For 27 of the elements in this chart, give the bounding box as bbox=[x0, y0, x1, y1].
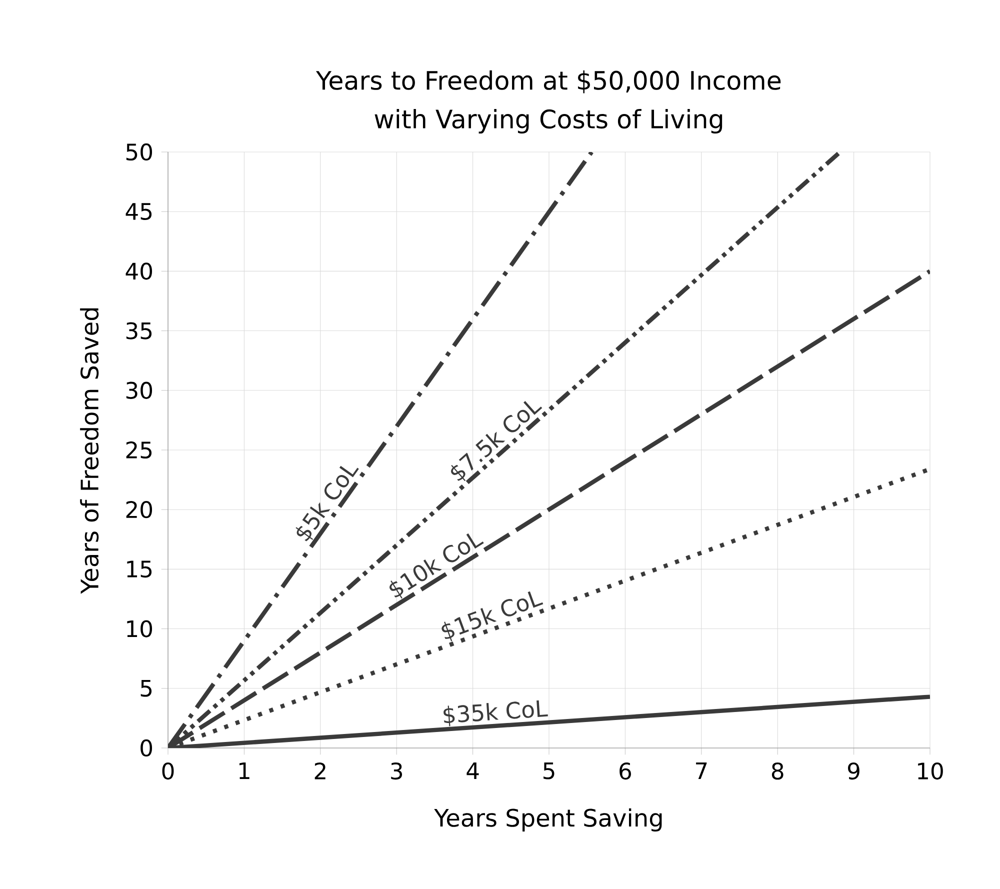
y-tick-label: 10 bbox=[127, 620, 152, 638]
x-axis-title: Years Spent Saving bbox=[434, 808, 662, 832]
x-tick-label: 3 bbox=[391, 762, 402, 780]
y-tick-label: 50 bbox=[126, 143, 152, 161]
y-tick-label: 30 bbox=[126, 382, 152, 399]
x-tick-label: 5 bbox=[544, 762, 554, 780]
x-tick-label: 1 bbox=[239, 762, 250, 779]
x-tick-label: 2 bbox=[314, 762, 326, 780]
y-axis-title: Years of Freedom Saved bbox=[80, 308, 99, 594]
y-tick-label: 15 bbox=[127, 560, 152, 578]
y-tick-label: 25 bbox=[126, 441, 152, 459]
x-tick-label: 7 bbox=[696, 762, 707, 779]
y-tick-label: 35 bbox=[126, 322, 152, 340]
x-tick-label: 10 bbox=[918, 762, 943, 780]
chart-title: Years to Freedom at $50,000 Income with Varying Costs of Living bbox=[316, 70, 781, 134]
x-tick-label: 0 bbox=[162, 762, 174, 780]
x-tick-label: 6 bbox=[620, 762, 631, 780]
y-tick-label: 0 bbox=[140, 739, 152, 757]
y-tick-label: 5 bbox=[140, 680, 152, 697]
text: $15k CoL bbox=[442, 591, 544, 642]
series-label: $35k CoL bbox=[444, 700, 548, 726]
x-tick-label: 4 bbox=[466, 762, 479, 779]
y-tick-label: 45 bbox=[126, 203, 152, 220]
x-tick-label: 9 bbox=[848, 762, 860, 780]
x-tick-label: 8 bbox=[772, 762, 784, 780]
y-tick-label: 40 bbox=[126, 262, 152, 280]
y-tick-label: 20 bbox=[126, 501, 152, 518]
